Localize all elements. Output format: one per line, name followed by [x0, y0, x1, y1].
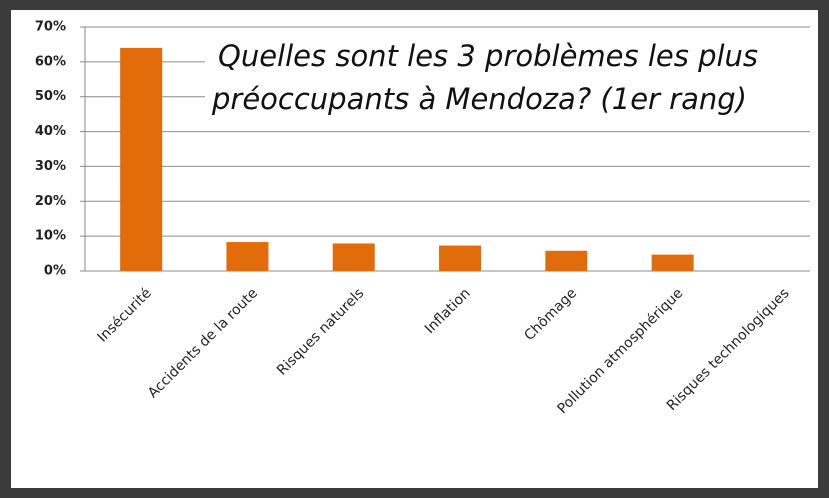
y-tick-label: 60%: [35, 54, 66, 69]
marks: [120, 47, 694, 271]
y-tick-label: 20%: [35, 194, 66, 209]
bar: [332, 243, 375, 271]
y-tick-label: 10%: [35, 229, 66, 244]
bar: [651, 254, 694, 271]
chart-title: préoccupants à Mendoza? (1er rang): [211, 82, 747, 116]
y-tick-label: 30%: [35, 159, 66, 174]
y-tick-label: 50%: [35, 89, 66, 104]
bar: [545, 250, 588, 271]
bar: [439, 245, 482, 271]
y-tick-label: 0%: [44, 264, 66, 279]
y-tick-label: 70%: [35, 20, 66, 35]
bar: [120, 47, 163, 271]
title-background: [205, 32, 810, 124]
y-tick-label: 40%: [35, 124, 66, 139]
bar: [226, 242, 269, 271]
chart-title: Quelles sont les 3 problèmes les plus: [218, 39, 758, 73]
